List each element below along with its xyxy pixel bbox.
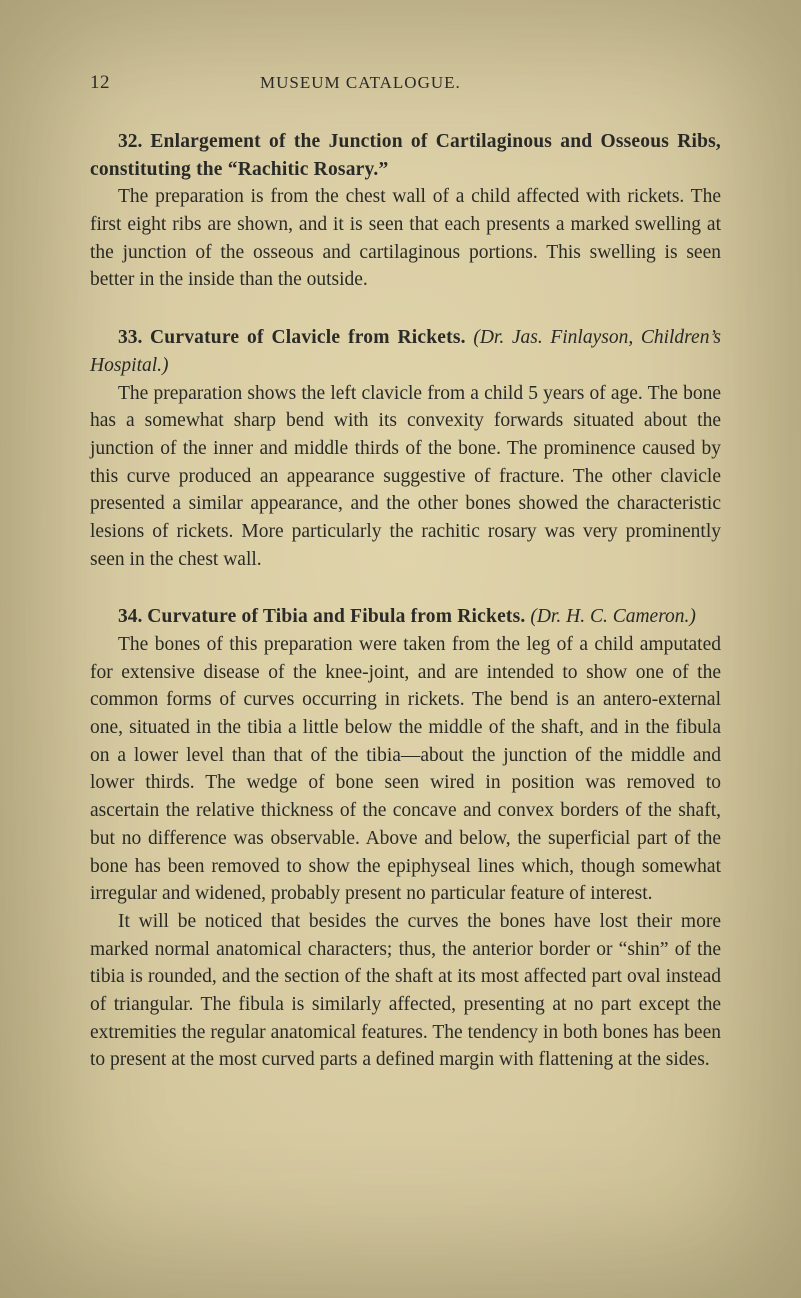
entry-body-paragraph-1: The bones of this preparation were taken…: [90, 631, 721, 908]
entry-title: Enlargement of the Junction of Cartilagi…: [90, 131, 721, 180]
entry-number: 32.: [118, 131, 142, 152]
entry-body: The preparation shows the left clavicle …: [90, 380, 721, 574]
entry-attribution: (Dr. H. C. Cameron.): [530, 606, 696, 627]
entry-title: Curvature of Clavicle from Rickets.: [150, 327, 466, 348]
entry-body-paragraph-2: It will be noticed that besides the curv…: [90, 908, 721, 1074]
entry-title: Curvature of Tibia and Fibula from Ricke…: [147, 606, 525, 627]
entry-number: 33.: [118, 327, 142, 348]
header-row: 12 MUSEUM CATALOGUE.: [90, 72, 721, 94]
running-title: MUSEUM CATALOGUE.: [260, 73, 461, 93]
page: 12 MUSEUM CATALOGUE. 32. Enlargement of …: [0, 0, 801, 1298]
entry-32: 32. Enlargement of the Junction of Carti…: [90, 128, 721, 294]
entry-number: 34.: [118, 606, 142, 627]
entry-34: 34. Curvature of Tibia and Fibula from R…: [90, 603, 721, 1074]
entry-body: The preparation is from the chest wall o…: [90, 183, 721, 294]
entry-33: 33. Curvature of Clavicle from Rickets. …: [90, 324, 721, 573]
page-number: 12: [90, 72, 110, 94]
